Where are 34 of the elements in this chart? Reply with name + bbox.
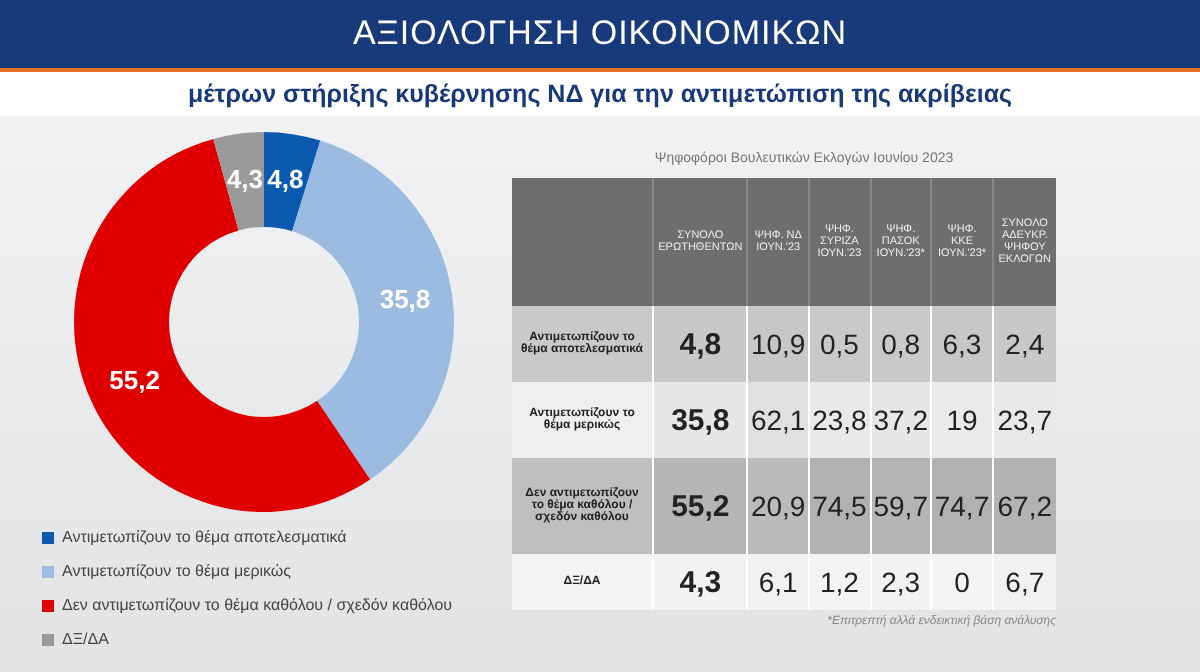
data-label: 0,8 xyxy=(870,306,932,382)
legend-label: ΔΞ/ΔΑ xyxy=(62,630,111,649)
legend-label: Αντιμετωπίζουν το θέμα μερικώς xyxy=(62,562,292,581)
data-label: 4,3 xyxy=(226,163,263,194)
data-label: 4,8 xyxy=(653,306,748,382)
legend-label: Αντιμετωπίζουν το θέμα αποτελεσματικά xyxy=(62,528,348,547)
data-label: 6,3 xyxy=(931,306,993,382)
data-label: 20,9 xyxy=(747,458,809,554)
text: μέτρων στήριξης κυβέρνησης ΝΔ για την αντιμετώπιση της ακρίβειας xyxy=(0,72,1200,116)
data-label: 59,7 xyxy=(870,458,932,554)
data-label: 67,2 xyxy=(992,458,1056,554)
data-label: 62,1 xyxy=(747,382,809,458)
data-label: 6,1 xyxy=(747,554,809,610)
data-label: 35,8 xyxy=(379,284,431,315)
data-label: 4,3 xyxy=(653,554,748,610)
data-label: 74,7 xyxy=(931,458,993,554)
data-label: 2,3 xyxy=(870,554,932,610)
data-label: 6,7 xyxy=(992,554,1056,610)
data-label: 10,9 xyxy=(747,306,809,382)
data-label: 55,2 xyxy=(109,364,160,395)
text: ΑΞΙΟΛΟΓΗΣΗ ΟΙΚΟΝΟΜΙΚΩΝ xyxy=(0,0,1200,72)
data-label: 0,5 xyxy=(808,306,871,382)
data-label: 55,2 xyxy=(653,458,748,554)
data-label: 2,4 xyxy=(992,306,1056,382)
data-label: 35,8 xyxy=(653,382,748,458)
legend-label: Δεν αντιμετωπίζουν το θέμα καθόλου / σχεδόν καθόλου xyxy=(62,596,453,615)
data-label: 1,2 xyxy=(808,554,871,610)
data-label: 4,8 xyxy=(267,164,304,195)
data-label: 37,2 xyxy=(870,382,932,458)
data-label: 23,8 xyxy=(808,382,871,458)
data-label: 19 xyxy=(931,382,993,458)
data-label: 74,5 xyxy=(808,458,871,554)
data-label: 23,7 xyxy=(992,382,1056,458)
data-label: 0 xyxy=(931,554,993,610)
